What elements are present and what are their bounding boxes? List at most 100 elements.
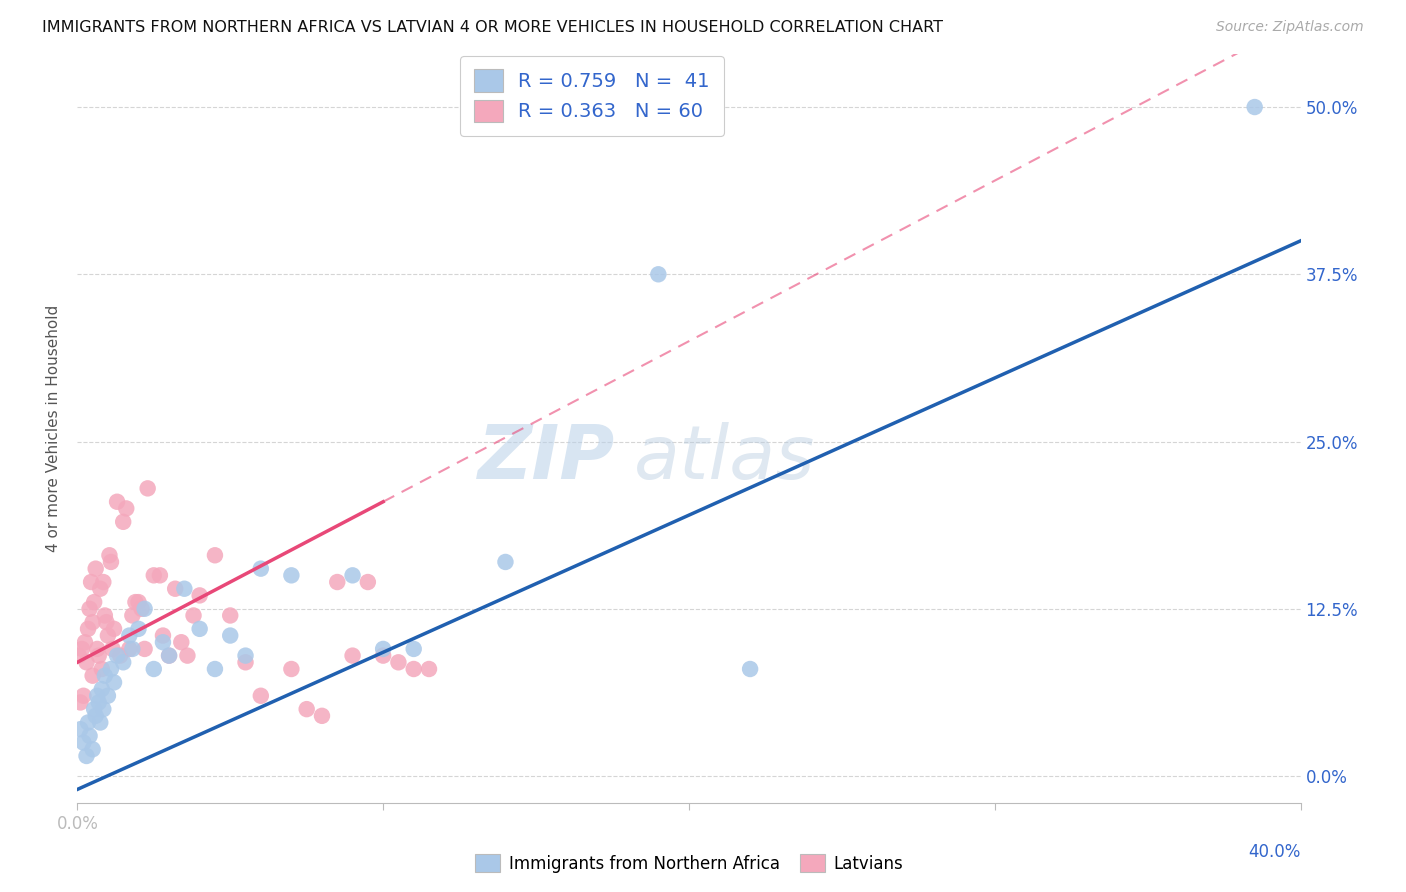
Point [80,575,103,590]
Point [204,662,226,676]
Point [83,702,105,716]
Point [100,662,122,676]
Point [740,662,762,676]
Point [149,568,172,582]
Point [108,648,131,663]
Text: Source: ZipAtlas.com: Source: ZipAtlas.com [1216,20,1364,34]
Point [342,568,364,582]
Point [97,689,120,703]
Point [418,662,440,676]
Point [121,608,143,623]
Point [176,648,198,663]
Point [90,662,112,676]
Point [89,715,111,730]
Point [152,628,174,642]
Point [112,655,135,669]
Point [89,582,111,596]
Point [118,642,141,657]
Text: ZIP: ZIP [478,422,616,495]
Point [87,648,110,663]
Point [124,595,146,609]
Point [142,662,165,676]
Point [79,729,101,743]
Point [79,602,101,616]
Point [280,568,302,582]
Point [280,662,302,676]
Point [118,628,141,642]
Point [165,582,187,596]
Point [101,642,124,657]
Point [87,696,110,710]
Point [72,735,94,749]
Point [105,648,128,663]
Point [188,622,211,636]
Point [112,515,135,529]
Point [97,628,120,642]
Point [84,708,107,723]
Point [96,615,118,630]
Point [357,575,380,590]
Point [295,702,318,716]
Point [70,642,93,657]
Text: IMMIGRANTS FROM NORTHERN AFRICA VS LATVIAN 4 OR MORE VEHICLES IN HOUSEHOLD CORRE: IMMIGRANTS FROM NORTHERN AFRICA VS LATVI… [42,20,943,35]
Legend: Immigrants from Northern Africa, Latvians: Immigrants from Northern Africa, Latvian… [468,847,910,880]
Point [387,655,409,669]
Point [219,628,242,642]
Point [94,608,117,623]
Point [91,575,114,590]
Point [76,749,98,764]
Point [1243,100,1265,114]
Point [219,608,242,623]
Point [72,689,94,703]
Point [69,696,91,710]
Point [371,648,394,663]
Point [90,681,112,696]
Point [204,548,226,563]
Point [402,662,425,676]
Point [157,648,180,663]
Point [84,562,107,576]
Point [131,602,153,616]
Point [371,642,394,657]
Point [105,494,128,508]
Point [77,715,100,730]
Point [86,689,108,703]
Point [86,642,108,657]
Point [121,642,143,657]
Text: 40.0%: 40.0% [1249,843,1301,861]
Point [250,562,273,576]
Point [67,648,90,663]
Point [134,642,156,657]
Point [82,742,104,756]
Point [134,602,156,616]
Point [235,648,257,663]
Point [142,568,165,582]
Text: atlas: atlas [634,422,815,494]
Point [250,689,273,703]
Point [128,622,150,636]
Point [235,655,257,669]
Point [103,622,125,636]
Point [100,555,122,569]
Point [170,635,193,649]
Point [91,702,114,716]
Point [83,595,105,609]
Point [73,635,96,649]
Point [647,268,669,282]
Point [82,669,104,683]
Legend: R = 0.759   N =  41, R = 0.363   N = 60: R = 0.759 N = 41, R = 0.363 N = 60 [460,55,724,136]
Point [115,501,138,516]
Point [69,723,91,737]
Point [188,589,211,603]
Y-axis label: 4 or more Vehicles in Household: 4 or more Vehicles in Household [46,304,62,552]
Point [94,669,117,683]
Point [128,595,150,609]
Point [103,675,125,690]
Point [82,615,104,630]
Point [402,642,425,657]
Point [76,655,98,669]
Point [183,608,205,623]
Point [77,622,100,636]
Point [152,635,174,649]
Point [342,648,364,663]
